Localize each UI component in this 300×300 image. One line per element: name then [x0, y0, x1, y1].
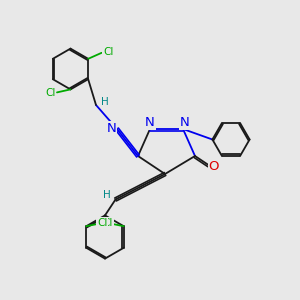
- Text: N: N: [145, 116, 155, 129]
- Text: Cl: Cl: [97, 218, 107, 228]
- Text: N: N: [107, 122, 116, 135]
- Text: O: O: [209, 160, 219, 173]
- Text: Cl: Cl: [103, 47, 113, 57]
- Text: H: H: [100, 97, 108, 107]
- Text: Cl: Cl: [45, 88, 56, 98]
- Text: N: N: [180, 116, 189, 129]
- Text: H: H: [103, 190, 110, 200]
- Text: Cl: Cl: [103, 218, 113, 228]
